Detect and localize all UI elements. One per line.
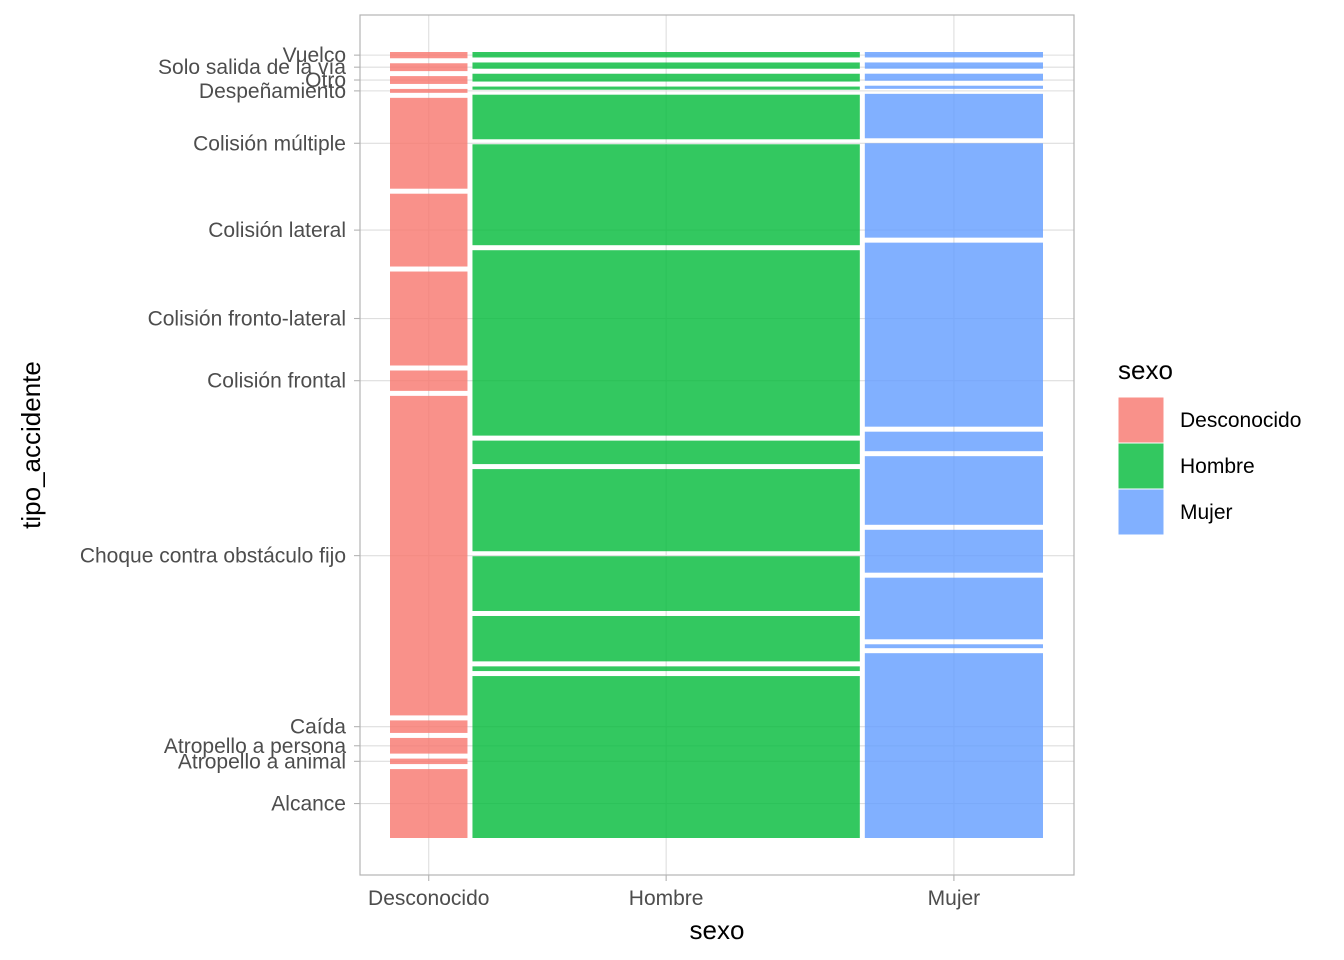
tile-desconocido-colision-multiple: [390, 97, 468, 189]
tile-desconocido-caida: [390, 720, 468, 733]
x-axis-title: sexo: [690, 915, 745, 945]
tile-desconocido-vuelco: [390, 52, 468, 59]
tile-mujer-colision-fronto-lateral: [864, 242, 1043, 427]
legend-title: sexo: [1118, 355, 1173, 385]
tile-mujer-atropello-a-animal: [864, 644, 1043, 649]
x-tick-label-hombre: Hombre: [629, 887, 704, 910]
tile-hombre-alcance: [472, 676, 860, 838]
tile-mujer-vuelco: [864, 52, 1043, 58]
tile-mujer-alcance: [864, 653, 1043, 838]
legend: sexo Desconocido Hombre Mujer: [1117, 355, 1301, 536]
y-tick-label-atropello-a-persona: Atropello a persona: [164, 735, 346, 758]
tile-mujer-atropello-a-persona: [864, 577, 1043, 640]
legend-key-desconocido: [1117, 396, 1165, 444]
legend-label-desconocido: Desconocido: [1180, 409, 1301, 432]
tile-hombre-colision-lateral: [472, 144, 860, 246]
y-tick-label-colision-multiple: Colisión múltiple: [193, 132, 346, 155]
legend-key-mujer: [1117, 488, 1165, 536]
tile-hombre-choque-contra-obstaculo-fijo: [472, 469, 860, 552]
plot-panel-border: [359, 14, 1075, 876]
y-tick-label-colision-fronto-lateral: Colisión fronto-lateral: [148, 308, 346, 331]
tile-hombre-colision-fronto-lateral: [472, 250, 860, 436]
tile-mujer-caida: [864, 529, 1043, 573]
tile-hombre-vuelco: [472, 52, 860, 58]
tile-desconocido-colision-fronto-lateral: [390, 271, 468, 366]
tile-hombre-colision-frontal: [472, 440, 860, 465]
tile-desconocido-otro: [390, 76, 468, 84]
x-tick-label-mujer: Mujer: [928, 887, 981, 910]
tile-desconocido-atropello-a-animal: [390, 758, 468, 765]
y-tick-label-atropello-a-animal: Atropello a animal: [178, 750, 346, 773]
tile-desconocido-alcance: [390, 769, 468, 838]
tile-hombre-despenamiento: [472, 86, 860, 90]
tile-mujer-colision-multiple: [864, 93, 1043, 139]
tile-desconocido-solo-salida-de-la-via: [390, 63, 468, 72]
y-tick-label-otro: Otro: [305, 69, 346, 92]
y-tick-label-colision-frontal: Colisión frontal: [207, 370, 346, 393]
y-axis-title: tipo_accidente: [16, 361, 46, 529]
y-tick-label-caida: Caída: [290, 716, 346, 739]
y-tick-label-solo-salida-de-la-via: Solo salida de la vía: [158, 56, 346, 79]
tile-desconocido-despenamiento: [390, 88, 468, 93]
legend-label-mujer: Mujer: [1180, 501, 1233, 524]
tile-hombre-caida: [472, 556, 860, 611]
y-tick-label-colision-lateral: Colisión lateral: [208, 219, 346, 242]
x-axis: Desconocido Hombre Mujer: [368, 875, 980, 910]
tile-mujer-despenamiento: [864, 85, 1043, 89]
tile-desconocido-colision-lateral: [390, 193, 468, 267]
tile-desconocido-atropello-a-persona: [390, 737, 468, 754]
x-tick-label-desconocido: Desconocido: [368, 887, 489, 910]
tile-hombre-colision-multiple: [472, 94, 860, 140]
tile-hombre-atropello-a-persona: [472, 615, 860, 662]
mosaic-tiles: [390, 52, 1043, 838]
y-tick-label-despenamiento: Despeñamiento: [199, 80, 346, 103]
tile-hombre-atropello-a-animal: [472, 666, 860, 672]
tile-desconocido-choque-contra-obstaculo-fijo: [390, 395, 468, 716]
tile-mujer-colision-lateral: [864, 143, 1043, 238]
legend-key-hombre: [1117, 442, 1165, 490]
y-tick-label-alcance: Alcance: [271, 793, 346, 816]
tile-mujer-solo-salida-de-la-via: [864, 62, 1043, 69]
tile-hombre-otro: [472, 73, 860, 82]
y-tick-label-choque-contra-obstaculo-fijo: Choque contra obstáculo fijo: [80, 545, 346, 568]
legend-label-hombre: Hombre: [1180, 455, 1255, 478]
tile-hombre-solo-salida-de-la-via: [472, 62, 860, 69]
y-tick-label-vuelco: Vuelco: [283, 44, 346, 67]
tile-mujer-colision-frontal: [864, 431, 1043, 452]
tile-mujer-choque-contra-obstaculo-fijo: [864, 456, 1043, 525]
tile-desconocido-colision-frontal: [390, 370, 468, 391]
tile-mujer-otro: [864, 73, 1043, 81]
